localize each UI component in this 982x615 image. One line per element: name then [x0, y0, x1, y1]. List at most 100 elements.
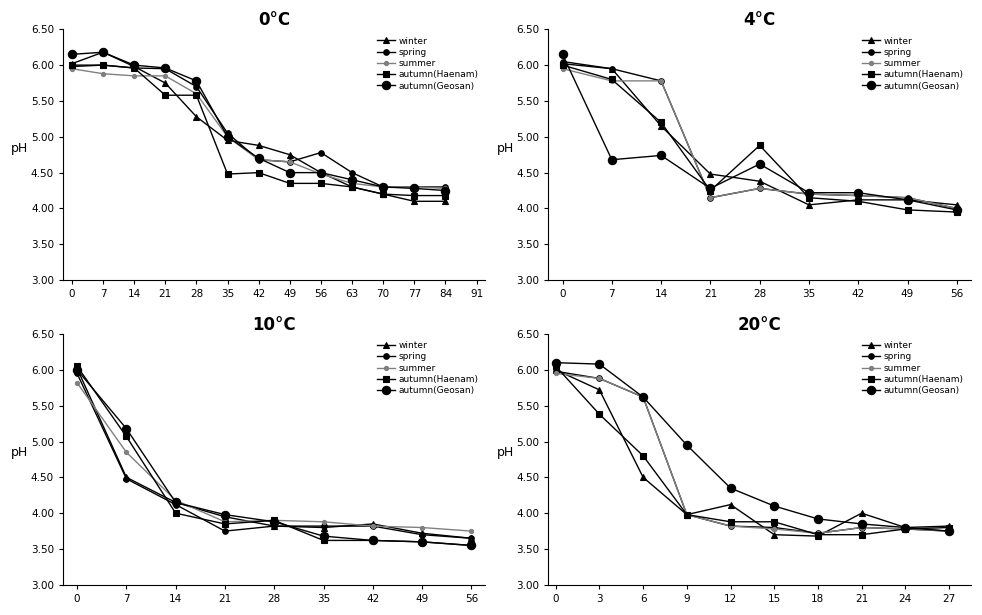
spring [951, 205, 962, 212]
spring [416, 531, 428, 538]
autumn(Haenam) [66, 62, 78, 69]
spring [900, 525, 911, 533]
summer [768, 525, 780, 533]
spring [606, 65, 618, 73]
winter [754, 178, 766, 185]
spring [377, 183, 389, 191]
autumn(Geosan) [129, 62, 140, 69]
winter [901, 196, 913, 204]
summer [852, 192, 864, 199]
summer [681, 511, 692, 518]
spring [803, 191, 815, 198]
autumn(Haenam) [219, 520, 231, 528]
winter [465, 534, 477, 542]
summer [550, 370, 562, 377]
spring [943, 528, 955, 535]
summer [901, 194, 913, 201]
autumn(Haenam) [121, 433, 133, 440]
spring [346, 169, 357, 177]
winter [593, 386, 605, 394]
autumn(Geosan) [219, 511, 231, 518]
winter [129, 63, 140, 70]
Line: spring: spring [69, 62, 448, 190]
Line: winter: winter [69, 49, 448, 204]
autumn(Haenam) [129, 65, 140, 72]
winter [900, 524, 911, 531]
spring [812, 530, 824, 537]
summer [71, 379, 82, 386]
Line: winter: winter [75, 366, 474, 541]
autumn(Haenam) [725, 518, 736, 525]
Line: spring: spring [553, 368, 952, 536]
Line: autumn(Geosan): autumn(Geosan) [552, 359, 954, 535]
summer [943, 528, 955, 535]
summer [97, 70, 109, 77]
autumn(Haenam) [943, 524, 955, 531]
spring [409, 183, 420, 191]
winter [219, 513, 231, 520]
winter [170, 499, 182, 506]
autumn(Haenam) [346, 183, 357, 191]
autumn(Haenam) [465, 542, 477, 549]
autumn(Haenam) [704, 187, 716, 194]
summer [637, 394, 649, 401]
autumn(Geosan) [268, 518, 280, 525]
Line: summer: summer [70, 66, 448, 191]
autumn(Haenam) [170, 509, 182, 517]
autumn(Geosan) [121, 425, 133, 432]
spring [901, 194, 913, 201]
summer [725, 522, 736, 530]
autumn(Haenam) [377, 191, 389, 198]
autumn(Haenam) [951, 208, 962, 216]
summer [252, 156, 264, 164]
Line: spring: spring [75, 371, 474, 541]
autumn(Haenam) [367, 537, 379, 544]
winter [409, 197, 420, 205]
summer [170, 496, 182, 504]
autumn(Haenam) [409, 192, 420, 199]
autumn(Haenam) [550, 363, 562, 370]
Y-axis label: pH: pH [497, 141, 514, 155]
spring [440, 183, 452, 191]
autumn(Geosan) [346, 176, 357, 183]
autumn(Geosan) [170, 499, 182, 506]
Y-axis label: pH: pH [11, 141, 28, 155]
autumn(Haenam) [159, 92, 171, 99]
autumn(Haenam) [655, 119, 667, 126]
Title: 10°C: 10°C [252, 316, 296, 334]
winter [222, 137, 234, 144]
winter [317, 524, 329, 531]
autumn(Geosan) [951, 206, 962, 213]
winter [951, 201, 962, 208]
spring [637, 394, 649, 401]
autumn(Haenam) [71, 363, 82, 370]
autumn(Haenam) [557, 62, 569, 69]
summer [855, 524, 867, 531]
summer [593, 375, 605, 382]
winter [66, 60, 78, 68]
autumn(Haenam) [637, 452, 649, 459]
Line: summer: summer [75, 381, 473, 533]
Line: spring: spring [560, 59, 959, 211]
summer [606, 77, 618, 85]
Title: 4°C: 4°C [743, 11, 776, 29]
summer [346, 180, 357, 187]
autumn(Haenam) [606, 76, 618, 83]
summer [409, 183, 420, 191]
autumn(Geosan) [416, 538, 428, 546]
spring [315, 149, 327, 156]
autumn(Haenam) [252, 169, 264, 177]
summer [129, 72, 140, 79]
summer [377, 183, 389, 191]
autumn(Geosan) [943, 528, 955, 535]
summer [416, 524, 428, 531]
spring [855, 524, 867, 531]
spring [97, 62, 109, 69]
summer [465, 528, 477, 535]
summer [222, 133, 234, 140]
autumn(Haenam) [754, 141, 766, 149]
autumn(Haenam) [901, 206, 913, 213]
autumn(Geosan) [704, 184, 716, 192]
autumn(Haenam) [317, 537, 329, 544]
autumn(Geosan) [367, 537, 379, 544]
